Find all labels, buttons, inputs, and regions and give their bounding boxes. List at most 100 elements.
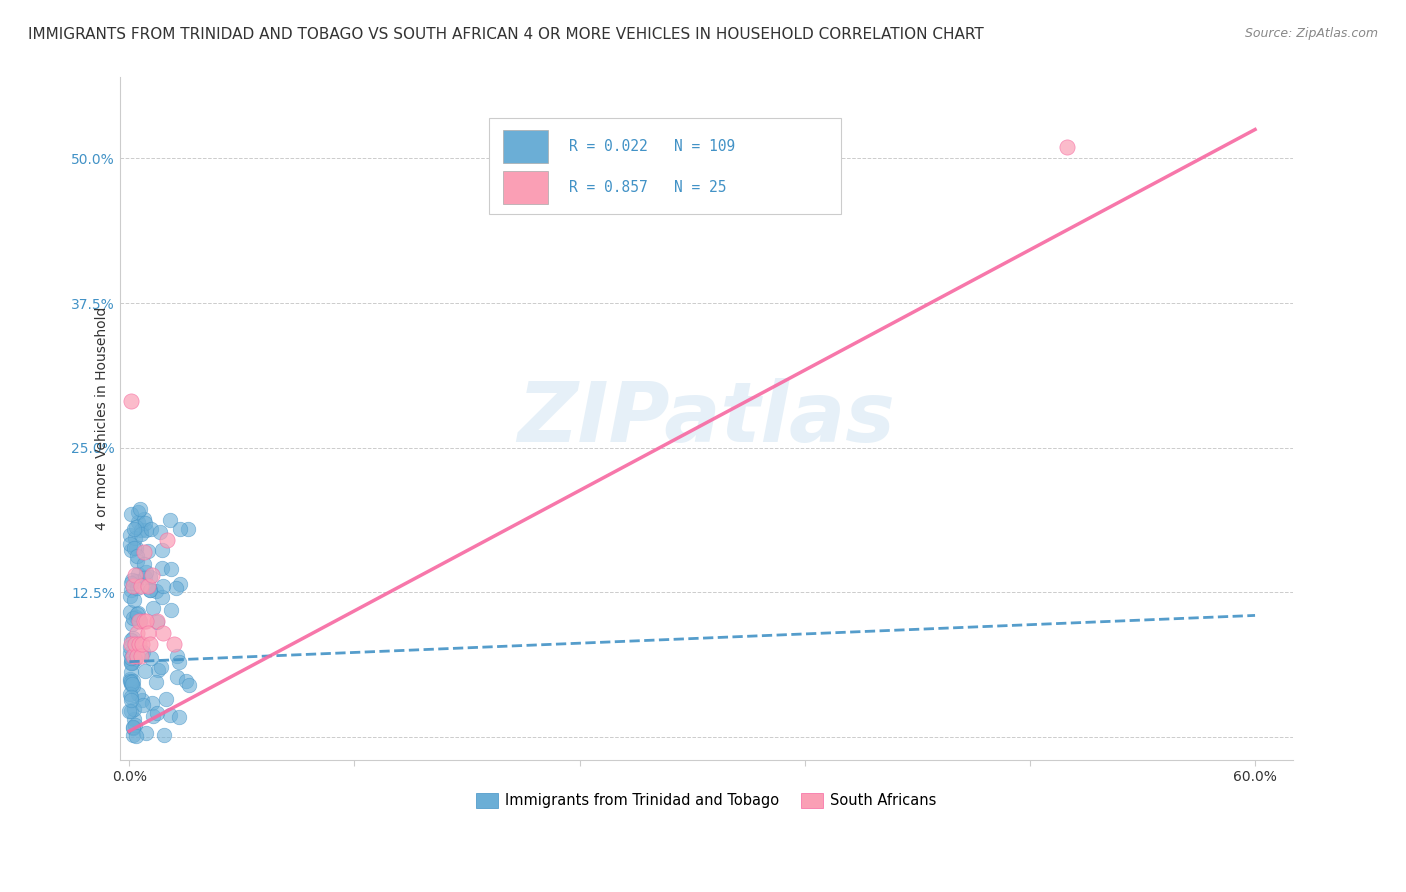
Point (165, 582, 187, 596)
Point (146, 614, 169, 628)
FancyBboxPatch shape (489, 119, 841, 214)
Point (156, 533, 179, 548)
Point (149, 660, 172, 674)
Point (120, 637, 142, 651)
Point (121, 728, 143, 742)
Point (121, 679, 143, 693)
Point (128, 637, 150, 651)
Point (169, 577, 191, 591)
Point (155, 692, 177, 706)
Point (125, 581, 148, 595)
Point (169, 710, 191, 724)
Point (139, 637, 162, 651)
Text: IMMIGRANTS FROM TRINIDAD AND TOBAGO VS SOUTH AFRICAN 4 OR MORE VEHICLES IN HOUSE: IMMIGRANTS FROM TRINIDAD AND TOBAGO VS S… (28, 27, 984, 42)
Point (129, 614, 152, 628)
Point (120, 677, 142, 691)
Point (120, 690, 142, 704)
Point (129, 527, 152, 541)
Point (118, 646, 141, 660)
Point (135, 565, 157, 579)
Point (128, 501, 150, 516)
Point (136, 580, 159, 594)
Point (135, 614, 157, 628)
Point (122, 522, 145, 536)
Point (121, 657, 143, 671)
Point (139, 570, 162, 584)
Point (120, 542, 142, 557)
Point (122, 580, 145, 594)
Point (160, 603, 183, 617)
Point (125, 541, 148, 555)
Point (120, 576, 142, 591)
Point (122, 712, 145, 726)
Point (131, 692, 153, 706)
Point (152, 728, 174, 742)
Point (132, 645, 155, 659)
Point (125, 574, 148, 589)
Point (167, 655, 190, 669)
Point (150, 561, 173, 575)
Point (120, 633, 142, 648)
Point (146, 706, 169, 721)
Point (121, 573, 143, 587)
Point (120, 692, 142, 706)
Point (122, 611, 145, 625)
Point (152, 625, 174, 640)
Point (176, 522, 198, 536)
Point (159, 513, 181, 527)
Point (120, 674, 142, 689)
Point (129, 524, 152, 538)
Point (120, 656, 142, 670)
Point (149, 524, 172, 539)
Point (122, 541, 145, 555)
Point (135, 726, 157, 740)
Point (136, 544, 159, 558)
Point (136, 625, 159, 640)
Point (174, 673, 197, 688)
Point (127, 505, 149, 519)
Y-axis label: 4 or more Vehicles in Household: 4 or more Vehicles in Household (94, 307, 108, 531)
Text: ZIPatlas: ZIPatlas (517, 378, 896, 459)
Point (120, 536, 142, 550)
Point (125, 554, 148, 568)
Point (129, 580, 152, 594)
Point (121, 673, 143, 688)
Point (134, 664, 156, 678)
Point (135, 523, 157, 537)
Point (134, 614, 156, 628)
Point (122, 721, 145, 735)
Point (118, 672, 141, 686)
Point (145, 583, 167, 598)
Point (125, 520, 148, 534)
Point (118, 687, 141, 701)
Point (128, 614, 150, 628)
Point (139, 522, 162, 536)
Point (134, 545, 156, 559)
Point (127, 549, 149, 564)
Point (127, 687, 149, 701)
Point (141, 568, 163, 582)
Point (120, 394, 142, 409)
Point (125, 607, 148, 622)
Point (122, 593, 145, 607)
Point (125, 729, 148, 743)
Point (124, 637, 146, 651)
Point (121, 631, 143, 645)
Point (127, 515, 149, 529)
Point (152, 579, 174, 593)
Point (134, 570, 156, 584)
Point (124, 718, 146, 732)
Point (120, 665, 142, 680)
Point (142, 709, 165, 723)
Point (120, 655, 142, 669)
Point (134, 516, 156, 530)
Text: Source: ZipAtlas.com: Source: ZipAtlas.com (1244, 27, 1378, 40)
Point (125, 610, 148, 624)
Point (124, 531, 146, 545)
Point (166, 670, 188, 684)
Point (121, 722, 143, 736)
Text: R = 0.022   N = 109: R = 0.022 N = 109 (569, 139, 735, 154)
Point (125, 648, 148, 663)
Point (139, 651, 162, 665)
Point (125, 625, 148, 640)
